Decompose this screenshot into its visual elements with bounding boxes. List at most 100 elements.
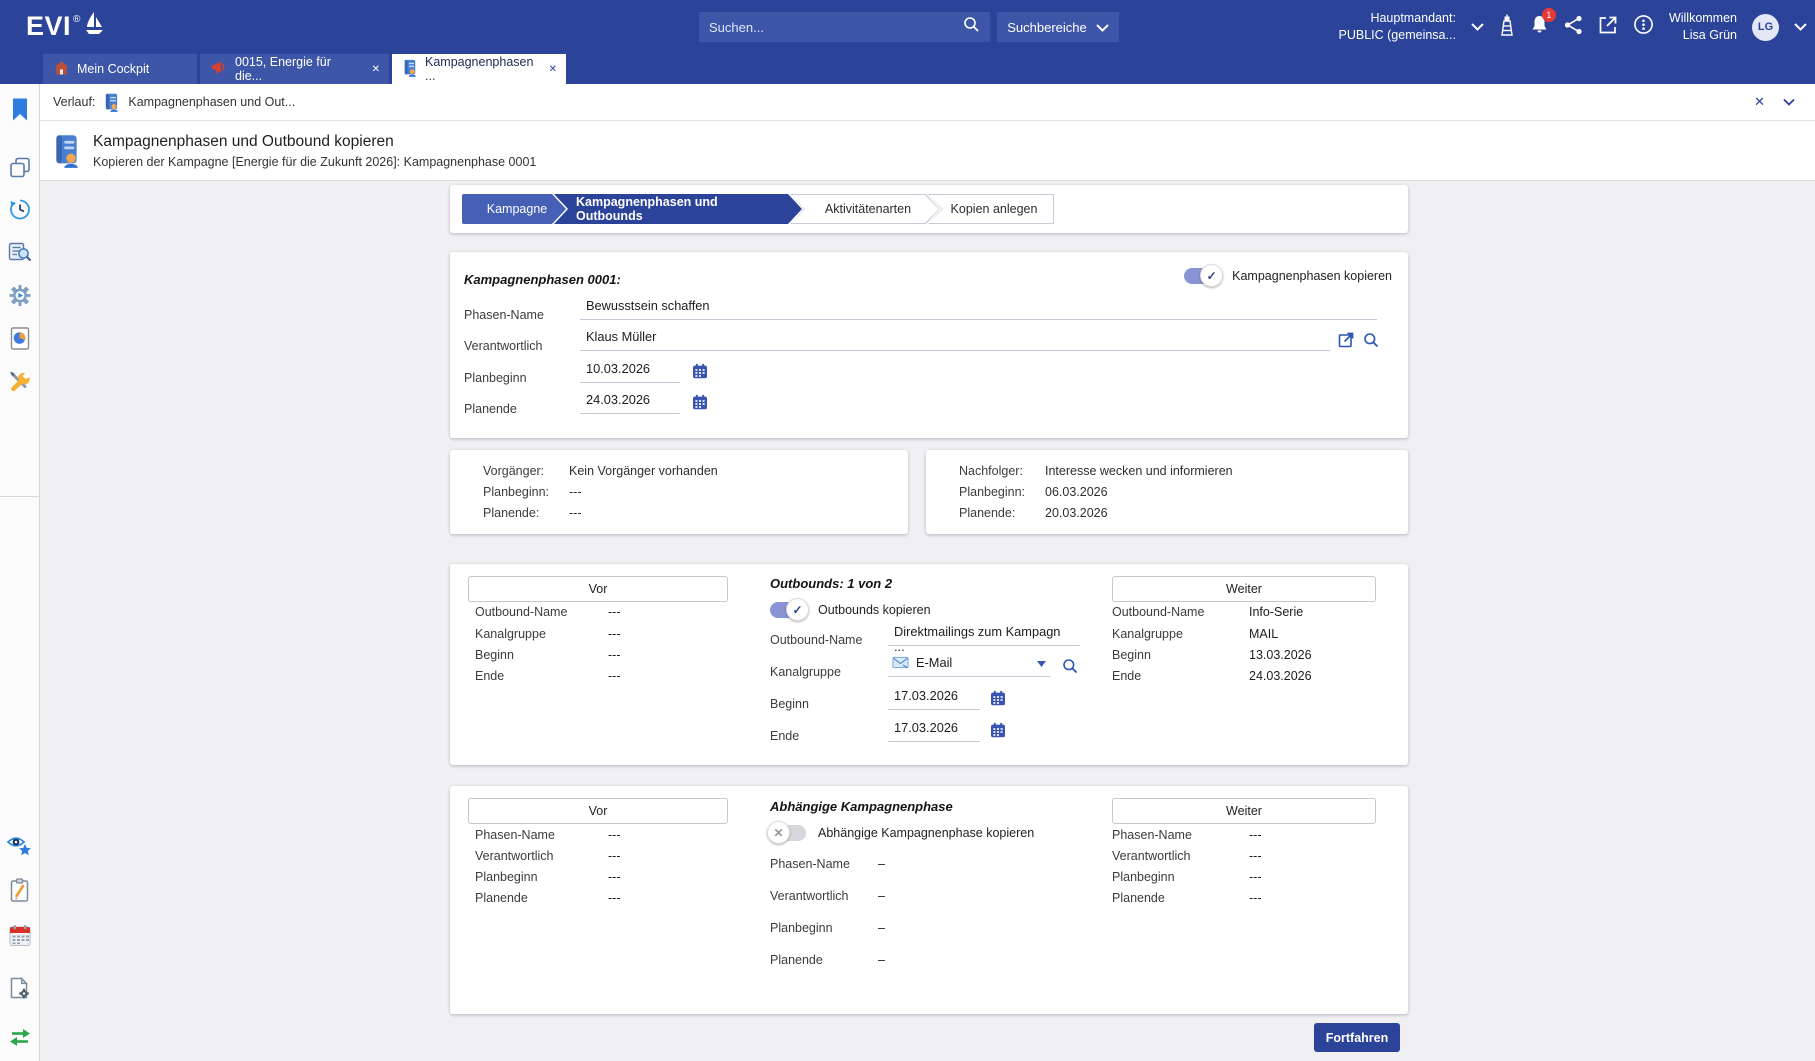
- outbound-next-button[interactable]: Weiter: [1112, 576, 1376, 602]
- page-title: Kampagnenphasen und Outbound kopieren: [93, 132, 394, 150]
- logo-text: EVI: [26, 11, 72, 41]
- successor-panel: Nachfolger: Interesse wecken und informie…: [926, 450, 1408, 534]
- search-scope-button[interactable]: Suchbereiche: [997, 12, 1119, 42]
- date-picker-icon[interactable]: [692, 363, 708, 384]
- wizard-steps: Kampagne Kampagnenphasen und Outbounds A…: [450, 185, 1408, 233]
- home-icon: [54, 61, 69, 78]
- copy-outbounds-toggle-row: ✓ Outbounds kopieren: [770, 598, 931, 621]
- user-welcome: Willkommen Lisa Grün: [1669, 10, 1737, 45]
- notification-badge: 1: [1541, 8, 1556, 22]
- channel-search-icon[interactable]: [1062, 658, 1078, 679]
- calendar-icon[interactable]: [8, 924, 31, 952]
- copy-pages-icon[interactable]: [9, 157, 31, 184]
- outbound-end-field[interactable]: 17.03.2026: [888, 720, 980, 742]
- outbound-name-field[interactable]: Direktmailings zum Kampagn ...: [888, 624, 1080, 654]
- panel-row: Nachfolger: Interesse wecken und informie…: [959, 464, 1233, 478]
- date-picker-icon[interactable]: [990, 722, 1006, 743]
- dependent-title: Abhängige Kampagnenphase: [770, 799, 953, 814]
- sailboat-icon: [84, 11, 104, 42]
- dependent-phase-card: Vor Phasen-Name --- Verantwortlich --- P…: [450, 786, 1408, 1014]
- tab-mein-cockpit[interactable]: Mein Cockpit: [43, 54, 197, 84]
- phase-card: Kampagnenphasen 0001: ✓ Kampagnenphasen …: [450, 252, 1408, 438]
- wizard-step-kampagnenphasen[interactable]: Kampagnenphasen und Outbounds: [554, 194, 802, 224]
- history-label: Verlauf:: [53, 95, 96, 109]
- bookmark-icon[interactable]: [11, 98, 29, 127]
- page-header: Kampagnenphasen und Outbound kopieren Ko…: [40, 121, 1815, 181]
- responsible-field[interactable]: Klaus Müller: [580, 329, 1330, 351]
- tools-icon[interactable]: [8, 370, 32, 399]
- campaign-phase-doc-icon: [53, 134, 80, 168]
- panel-row: Vorgänger: Kein Vorgänger vorhanden: [483, 464, 718, 478]
- document-settings-icon[interactable]: [8, 977, 31, 1006]
- wizard-step-kopien-anlegen[interactable]: Kopien anlegen: [928, 194, 1054, 224]
- left-sidebar: [0, 84, 40, 1061]
- history-clock-icon[interactable]: [9, 199, 31, 226]
- close-icon[interactable]: ✕: [371, 63, 380, 75]
- outbound-prev-button[interactable]: Vor: [468, 576, 728, 602]
- close-icon[interactable]: ✕: [548, 63, 557, 75]
- copy-outbounds-toggle[interactable]: ✓: [770, 598, 809, 621]
- share-icon[interactable]: [1564, 15, 1583, 40]
- search-icon[interactable]: [963, 16, 980, 38]
- top-bar: EVI ® Suchbereiche Hauptmandant: PUBLIC …: [0, 0, 1815, 54]
- mandant-selector[interactable]: Hauptmandant: PUBLIC (gemeinsa...: [1338, 10, 1456, 43]
- dependent-prev-button[interactable]: Vor: [468, 798, 728, 824]
- panel-row: Planbeginn: ---: [483, 485, 582, 499]
- copy-dependent-toggle[interactable]: ✕: [767, 821, 806, 844]
- info-icon[interactable]: [1633, 14, 1654, 40]
- dependent-next-button[interactable]: Weiter: [1112, 798, 1376, 824]
- list-search-icon[interactable]: [8, 242, 32, 269]
- plan-begin-field[interactable]: 10.03.2026: [580, 361, 680, 383]
- wizard-step-aktivitaetenarten[interactable]: Aktivitätenarten: [790, 194, 940, 224]
- close-icon[interactable]: ✕: [1754, 94, 1765, 109]
- toggle-check-icon: ✓: [786, 598, 809, 621]
- copy-phase-toggle[interactable]: ✓: [1184, 264, 1224, 287]
- chevron-down-icon[interactable]: [1471, 18, 1484, 36]
- toggle-cross-icon: ✕: [767, 821, 790, 844]
- date-picker-icon[interactable]: [692, 394, 708, 415]
- user-name: Lisa Grün: [1682, 28, 1737, 42]
- continue-button[interactable]: Fortfahren: [1314, 1023, 1400, 1052]
- clipboard-edit-icon[interactable]: [9, 878, 30, 908]
- channel-group-select[interactable]: E-Mail: [888, 654, 1050, 677]
- copy-dependent-toggle-row: ✕ Abhängige Kampagnenphase kopieren: [767, 821, 1034, 844]
- page-subtitle: Kopieren der Kampagne [Energie für die Z…: [93, 154, 537, 169]
- campaign-phase-doc-icon: [403, 59, 417, 80]
- wizard-step-kampagne[interactable]: Kampagne: [462, 194, 566, 224]
- campaign-phase-doc-icon: [104, 93, 119, 112]
- swap-arrows-icon[interactable]: [8, 1028, 32, 1053]
- tab-campaign-0015[interactable]: 0015, Energie für die... ✕: [200, 54, 389, 84]
- predecessor-panel: Vorgänger: Kein Vorgänger vorhanden Planb…: [450, 450, 908, 534]
- lighthouse-icon[interactable]: [1499, 14, 1515, 41]
- chevron-down-icon: [1096, 20, 1109, 35]
- date-picker-icon[interactable]: [990, 690, 1006, 711]
- dropdown-arrow-icon: [1037, 655, 1046, 670]
- search-input[interactable]: [709, 19, 963, 35]
- outbound-begin-field[interactable]: 17.03.2026: [888, 688, 980, 710]
- chevron-down-icon[interactable]: [1794, 18, 1807, 36]
- email-icon: [892, 656, 909, 669]
- avatar[interactable]: LG: [1752, 13, 1779, 41]
- megaphone-icon: [211, 60, 227, 78]
- open-new-window-icon[interactable]: [1598, 15, 1618, 40]
- history-bar: Verlauf: Kampagnenphasen und Out... ✕: [40, 84, 1815, 121]
- notifications-bell-icon[interactable]: 1: [1530, 8, 1556, 40]
- report-doc-icon[interactable]: [9, 327, 30, 356]
- chevron-down-icon[interactable]: [1783, 95, 1795, 109]
- open-record-icon[interactable]: [1338, 332, 1354, 353]
- process-settings-icon[interactable]: [8, 284, 31, 312]
- panel-row: Planende: ---: [483, 506, 582, 520]
- history-item[interactable]: Kampagnenphasen und Out...: [128, 95, 296, 109]
- tab-kampagnenphasen[interactable]: Kampagnenphasen ... ✕: [392, 54, 566, 84]
- toggle-check-icon: ✓: [1200, 264, 1224, 287]
- outbounds-title: Outbounds: 1 von 2: [770, 576, 893, 591]
- copy-phase-toggle-row: ✓ Kampagnenphasen kopieren: [1184, 264, 1392, 287]
- search-record-icon[interactable]: [1363, 332, 1379, 353]
- sidebar-divider: [0, 496, 40, 497]
- plan-end-field[interactable]: 24.03.2026: [580, 392, 680, 414]
- phase-name-field[interactable]: Bewusstsein schaffen: [580, 298, 1377, 320]
- watch-favorite-icon[interactable]: [6, 833, 33, 863]
- top-bar-right: Hauptmandant: PUBLIC (gemeinsa... 1: [1339, 0, 1807, 54]
- app-logo: EVI ®: [26, 11, 104, 42]
